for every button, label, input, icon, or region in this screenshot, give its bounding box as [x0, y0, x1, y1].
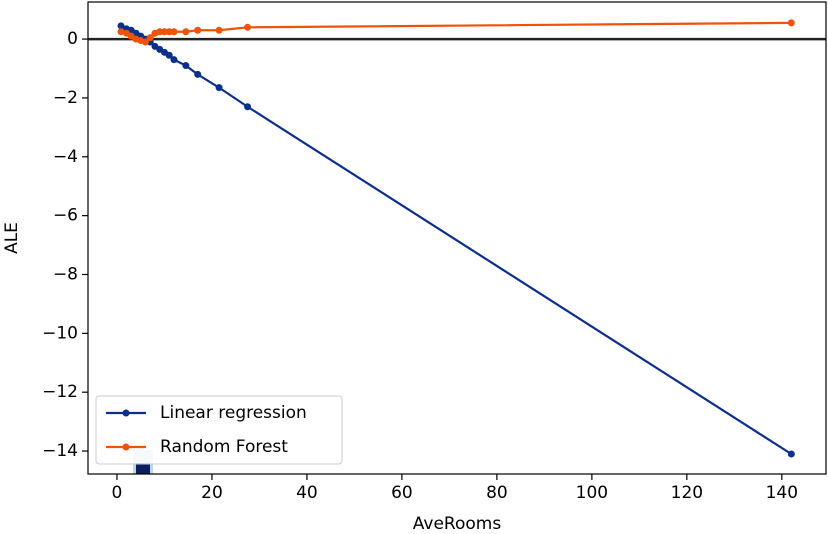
y-tick-label: −4: [53, 147, 78, 167]
x-tick-label: 20: [201, 483, 223, 503]
data-point: [165, 51, 173, 59]
x-tick-label: 60: [391, 483, 413, 503]
x-tick-label: 140: [766, 483, 798, 503]
y-tick-label: −6: [53, 206, 78, 226]
data-point: [182, 28, 190, 36]
y-tick-label: −12: [42, 382, 78, 402]
data-point: [787, 450, 795, 458]
y-tick-label: 0: [67, 29, 78, 49]
data-point: [170, 56, 178, 64]
data-point: [244, 103, 252, 111]
y-tick-label: −8: [53, 264, 78, 284]
plot-area: [88, 19, 826, 458]
legend-label: Random Forest: [160, 437, 288, 457]
data-point: [194, 26, 202, 34]
y-tick-label: −2: [53, 88, 78, 108]
x-tick-label: 100: [576, 483, 608, 503]
x-tick-label: 0: [112, 483, 123, 503]
y-tick-label: −14: [42, 441, 78, 461]
data-point: [146, 34, 154, 42]
x-tick-label: 120: [671, 483, 703, 503]
data-point: [117, 28, 125, 36]
data-point: [215, 26, 223, 34]
data-point: [244, 23, 252, 31]
legend-box: [95, 395, 343, 465]
data-point: [215, 84, 223, 92]
data-point: [141, 38, 149, 46]
y-tick-label: −10: [42, 323, 78, 343]
x-tick-label: 40: [296, 483, 318, 503]
legend-marker: [122, 443, 130, 451]
data-point: [182, 62, 190, 70]
legend: Linear regression Random Forest: [95, 395, 343, 465]
axes-frame: [87, 1, 827, 475]
rug-dark: [136, 463, 150, 474]
data-point: [787, 19, 795, 27]
x-tick-label: 80: [486, 483, 508, 503]
y-axis-label: ALE: [2, 222, 22, 254]
data-point: [117, 22, 125, 30]
legend-label: Linear regression: [160, 403, 307, 423]
x-axis-label: AveRooms: [413, 514, 502, 534]
legend-marker: [122, 409, 130, 417]
data-point: [170, 28, 178, 36]
data-point: [194, 70, 202, 78]
